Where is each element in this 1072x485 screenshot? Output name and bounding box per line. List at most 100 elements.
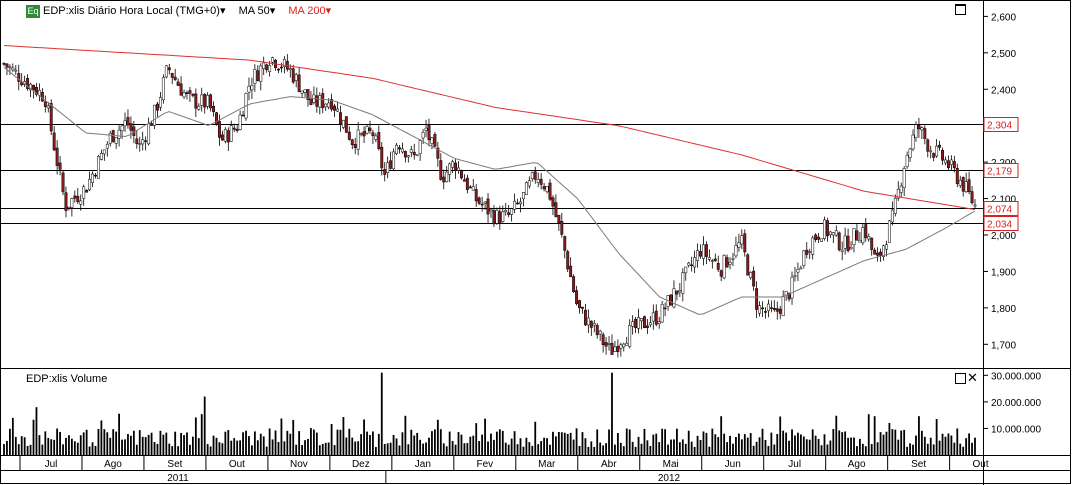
candle-body xyxy=(578,300,581,309)
instrument-title[interactable]: EDP:xlis Diário Hora Local (TMG+0) xyxy=(43,5,220,17)
candle-body xyxy=(932,153,936,158)
candle-body xyxy=(551,197,555,207)
candle-body xyxy=(495,209,499,224)
candle-body xyxy=(179,83,183,96)
candle-body xyxy=(524,182,528,195)
candle-body xyxy=(852,228,856,246)
volume-bar xyxy=(345,437,348,455)
candle-body xyxy=(271,57,275,63)
candle-body xyxy=(749,272,753,279)
volume-bar xyxy=(590,441,593,455)
ma50-label[interactable]: MA 50 xyxy=(238,5,270,17)
candle-body xyxy=(138,143,142,145)
volume-bar xyxy=(481,434,484,455)
chevron-down-icon[interactable]: ▾ xyxy=(325,5,332,17)
candle-body xyxy=(825,220,829,237)
volume-bar xyxy=(670,439,672,455)
candle-body xyxy=(439,160,443,180)
volume-bar xyxy=(242,432,244,455)
volume-bar xyxy=(968,433,970,455)
volume-bar xyxy=(684,443,687,455)
volume-bar xyxy=(253,431,256,455)
candle-body xyxy=(941,149,944,161)
candle-body xyxy=(879,251,883,256)
candle-body xyxy=(952,161,956,169)
volume-bar xyxy=(283,441,286,455)
volume-bar xyxy=(923,436,926,455)
candle-body xyxy=(102,149,106,155)
price-tick-label: 2,500 xyxy=(991,49,1016,60)
candle-body xyxy=(772,307,776,310)
volume-bar xyxy=(664,429,667,455)
candle-body xyxy=(920,127,924,131)
candle-body xyxy=(560,220,564,235)
ma200-label[interactable]: MA 200 xyxy=(288,5,326,17)
candle-body xyxy=(631,321,635,327)
candle-body xyxy=(758,305,762,314)
candle-body xyxy=(67,206,71,209)
candle-body xyxy=(126,117,130,126)
chevron-down-icon[interactable]: ▾ xyxy=(219,5,226,17)
candle-body xyxy=(483,201,487,204)
volume-bar xyxy=(310,428,312,455)
volume-bar xyxy=(144,437,147,455)
volume-bar xyxy=(460,434,463,455)
volume-bar xyxy=(661,428,664,455)
chevron-down-icon[interactable]: ▾ xyxy=(269,5,276,17)
volume-bar xyxy=(132,430,135,455)
close-icon[interactable]: ✕ xyxy=(967,370,978,385)
volume-bar xyxy=(628,429,631,455)
candle-body xyxy=(111,130,115,143)
volume-bar xyxy=(525,437,528,455)
volume-bar xyxy=(94,445,97,455)
candle-body xyxy=(315,95,319,107)
volume-bar xyxy=(377,433,380,455)
candle-body xyxy=(477,197,481,204)
volume-bar xyxy=(811,429,814,455)
candle-body xyxy=(427,125,431,141)
volume-bar xyxy=(141,436,144,455)
candle-body xyxy=(353,144,357,149)
volume-bar xyxy=(268,428,271,455)
candle-body xyxy=(849,247,853,250)
volume-bar xyxy=(147,434,150,455)
candle-body xyxy=(967,179,971,193)
volume-bar xyxy=(274,430,277,455)
volume-bar xyxy=(121,439,123,455)
volume-bar xyxy=(581,432,584,455)
candle-body xyxy=(572,276,576,292)
volume-bar xyxy=(557,431,560,455)
candle-body xyxy=(144,140,148,142)
volume-bar xyxy=(292,419,295,455)
candle-body xyxy=(823,219,826,239)
level-label: 2,304 xyxy=(987,121,1012,132)
volume-bar xyxy=(844,431,847,455)
candle-body xyxy=(681,272,685,294)
volume-bar xyxy=(422,443,424,455)
candle-body xyxy=(887,220,891,243)
volume-bar xyxy=(159,430,162,455)
candle-body xyxy=(696,250,700,261)
maximize-icon[interactable] xyxy=(955,4,966,15)
candle-body xyxy=(158,97,162,108)
volume-bar xyxy=(183,435,185,455)
candle-body xyxy=(262,62,266,69)
candle-body xyxy=(778,308,782,314)
volume-bar xyxy=(507,444,510,455)
candle-body xyxy=(675,290,679,295)
volume-bar xyxy=(475,423,478,455)
volume-bar xyxy=(100,420,103,455)
candle-body xyxy=(908,148,912,158)
candle-body xyxy=(480,203,484,206)
volume-bar xyxy=(419,439,422,455)
volume-bar xyxy=(436,419,439,455)
volume-bar xyxy=(85,429,88,455)
candle-body xyxy=(209,94,213,109)
volume-bar xyxy=(835,415,838,455)
candle-body xyxy=(380,146,384,169)
volume-bar xyxy=(909,443,911,455)
volume-bar xyxy=(676,428,678,455)
price-tick-label: 1,800 xyxy=(991,304,1016,315)
restore-icon[interactable] xyxy=(955,373,966,384)
month-label: Out xyxy=(229,459,245,470)
